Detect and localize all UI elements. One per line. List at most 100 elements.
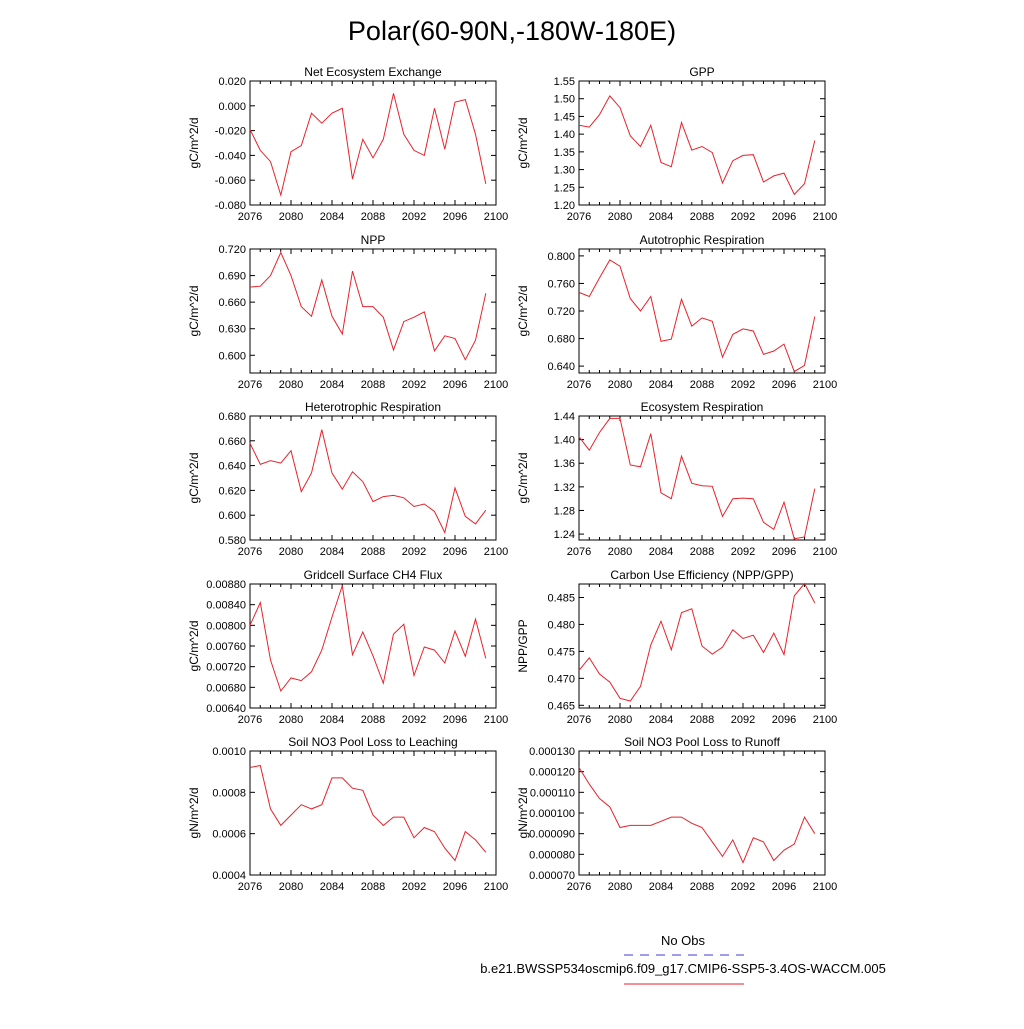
- y-tick-label: 1.35: [554, 147, 575, 159]
- x-tick-label: 2076: [238, 714, 262, 726]
- y-tick-label: 0.620: [218, 485, 246, 497]
- series-line: [249, 251, 487, 361]
- chart-title: NPP: [361, 233, 386, 247]
- x-tick-label: 2076: [238, 379, 262, 391]
- y-tick-label: 0.580: [218, 535, 246, 547]
- chart-title: Ecosystem Respiration: [641, 400, 764, 414]
- x-tick-label: 2096: [772, 546, 796, 558]
- y-tick-label: 0.00840: [206, 600, 246, 612]
- y-tick-label: 0.640: [218, 461, 246, 473]
- series-line: [249, 585, 487, 693]
- x-tick-label: 2096: [443, 211, 467, 223]
- y-tick-label: 0.00680: [206, 682, 246, 694]
- x-tick-label: 2084: [649, 546, 673, 558]
- x-tick-label: 2100: [484, 211, 508, 223]
- plot-frame: [249, 583, 497, 709]
- x-tick-label: 2080: [279, 546, 303, 558]
- y-tick-label: 0.000100: [529, 808, 575, 820]
- chart-title: Heterotrophic Respiration: [305, 400, 441, 414]
- x-tick-label: 2092: [402, 881, 426, 893]
- chart-panel-10: Soil NO3 Pool Loss to Runoff 2076 2080 2084…: [516, 735, 837, 893]
- chart-title: Autotrophic Respiration: [640, 233, 765, 247]
- x-tick-label: 2088: [690, 714, 714, 726]
- chart-panel-7: Gridcell Surface CH4 Flux 2076 2080 2084 208…: [187, 568, 508, 726]
- x-tick-label: 2096: [443, 546, 467, 558]
- chart-title: Net Ecosystem Exchange: [304, 65, 442, 79]
- y-tick-label: 0.000090: [529, 829, 575, 841]
- x-tick-label: 2100: [484, 714, 508, 726]
- x-tick-label: 2092: [402, 714, 426, 726]
- chart-panel-3: NPP 2076 2080 2084 2088 2092 2096 2100 0.600 0.63…: [187, 233, 508, 391]
- y-tick-label: 0.660: [218, 436, 246, 448]
- y-tick-label: 0.0004: [212, 870, 246, 882]
- y-tick-label: 0.600: [218, 350, 246, 362]
- y-tick-label: 0.00760: [206, 641, 246, 653]
- chart-title: Soil NO3 Pool Loss to Leaching: [288, 735, 457, 749]
- x-tick-label: 2100: [813, 379, 837, 391]
- x-tick-label: 2084: [649, 211, 673, 223]
- x-tick-label: 2096: [443, 379, 467, 391]
- chart-title: GPP: [689, 65, 714, 79]
- x-tick-label: 2092: [402, 379, 426, 391]
- figure-title: Polar(60-90N,-180W-180E): [348, 16, 676, 46]
- panels: Net Ecosystem Exchange 2076 2080 2084 2088 20…: [187, 65, 837, 893]
- y-axis-label: gC/m^2/d: [187, 453, 201, 504]
- x-tick-label: 2100: [484, 546, 508, 558]
- chart-title: Soil NO3 Pool Loss to Runoff: [624, 735, 781, 749]
- x-tick-label: 2084: [320, 379, 344, 391]
- legend-case-label: b.e21.BWSSP534oscmip6.f09_g17.CMIP6-SSP5…: [480, 961, 886, 976]
- y-tick-label: 1.40: [554, 129, 575, 141]
- x-tick-label: 2096: [443, 881, 467, 893]
- x-tick-label: 2088: [361, 379, 385, 391]
- x-tick-label: 2080: [279, 714, 303, 726]
- y-tick-label: -0.020: [215, 126, 246, 138]
- x-tick-label: 2080: [279, 211, 303, 223]
- y-tick-label: 1.50: [554, 94, 575, 106]
- x-tick-label: 2084: [320, 881, 344, 893]
- x-tick-label: 2100: [813, 881, 837, 893]
- y-tick-label: 0.465: [547, 700, 575, 712]
- y-tick-label: 0.720: [218, 244, 246, 256]
- chart-panel-1: Net Ecosystem Exchange 2076 2080 2084 2088 20…: [187, 65, 508, 223]
- x-tick-label: 2080: [608, 881, 632, 893]
- x-tick-label: 2088: [690, 379, 714, 391]
- plot-frame: [578, 80, 826, 206]
- x-tick-label: 2100: [484, 881, 508, 893]
- y-axis-label: gC/m^2/d: [187, 621, 201, 672]
- x-tick-label: 2100: [813, 211, 837, 223]
- y-axis-label: gC/m^2/d: [516, 286, 530, 337]
- y-tick-label: 0.690: [218, 271, 246, 283]
- y-tick-label: 0.00640: [206, 703, 246, 715]
- x-tick-label: 2076: [238, 546, 262, 558]
- y-tick-label: 0.0006: [212, 829, 246, 841]
- x-tick-label: 2096: [772, 211, 796, 223]
- plot-frame: [249, 415, 497, 541]
- y-tick-label: 0.000120: [529, 767, 575, 779]
- plot-frame: [249, 750, 497, 876]
- y-tick-label: 1.24: [554, 529, 575, 541]
- y-tick-label: 0.475: [547, 646, 575, 658]
- y-axis-label: gC/m^2/d: [187, 118, 201, 169]
- y-tick-label: 0.000110: [530, 787, 575, 799]
- x-tick-label: 2084: [649, 379, 673, 391]
- series-line: [249, 429, 487, 535]
- x-tick-label: 2096: [772, 379, 796, 391]
- y-tick-label: 0.480: [547, 619, 575, 631]
- series-line: [578, 417, 816, 540]
- x-tick-label: 2088: [361, 881, 385, 893]
- x-tick-label: 2092: [402, 211, 426, 223]
- x-tick-label: 2088: [361, 714, 385, 726]
- x-tick-label: 2076: [567, 881, 591, 893]
- x-tick-label: 2076: [238, 881, 262, 893]
- y-tick-label: 0.800: [547, 251, 575, 263]
- x-tick-label: 2088: [361, 546, 385, 558]
- x-tick-label: 2092: [402, 546, 426, 558]
- y-tick-label: 1.55: [554, 76, 575, 88]
- y-tick-label: 0.485: [547, 592, 575, 604]
- y-tick-label: 1.44: [554, 411, 575, 423]
- y-tick-label: 1.30: [554, 165, 575, 177]
- chart-panel-2: GPP 2076 2080 2084 2088 2092 2096 2100 1.20 1.25 1…: [516, 65, 837, 223]
- x-tick-label: 2088: [690, 546, 714, 558]
- x-tick-label: 2084: [649, 881, 673, 893]
- y-tick-label: 0.640: [547, 361, 575, 373]
